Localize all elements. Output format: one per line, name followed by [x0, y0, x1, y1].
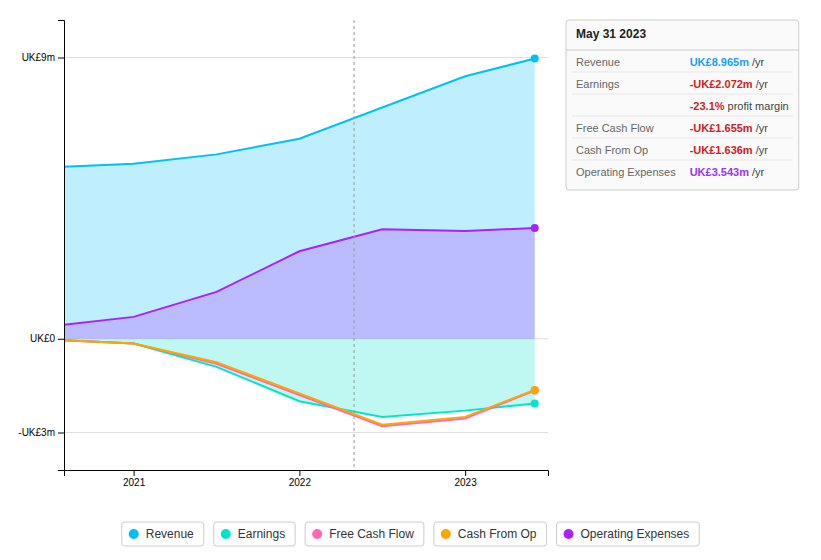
info-label: Cash From Op — [576, 144, 648, 156]
y-tick: UK£0 — [30, 333, 64, 344]
info-suffix: /yr — [753, 122, 769, 134]
chart: -UK£3m UK£0 UK£9m 2021 2022 2023 May 31 2023 Re… — [0, 0, 821, 560]
x-tick-label: 2021 — [123, 477, 146, 488]
legend: Revenue Earnings Free Cash Flow Cash From O… — [122, 522, 700, 546]
line — [64, 340, 535, 426]
legend-marker — [441, 529, 451, 539]
grid-line — [64, 432, 548, 433]
x-tick-mark — [299, 470, 300, 476]
x-tick-mark — [465, 470, 466, 476]
legend-label: Earnings — [238, 527, 285, 541]
line — [64, 59, 535, 167]
legend-item: Revenue — [122, 522, 204, 546]
x-tick: 2021 — [123, 470, 146, 488]
legend-label: Revenue — [146, 527, 194, 541]
info-separator — [572, 72, 793, 73]
vertical-line — [354, 20, 355, 470]
x-tick-mark — [134, 470, 135, 476]
info-separator — [572, 94, 793, 95]
y-tick-label: UK£9m — [22, 52, 55, 63]
x-tick: 2022 — [289, 470, 312, 488]
y-tick-mark — [58, 339, 64, 340]
area — [64, 339, 535, 417]
info-suffix: /yr — [749, 56, 765, 68]
legend-marker — [221, 529, 231, 539]
y-tick-label: UK£0 — [30, 333, 55, 344]
info-label: Revenue — [576, 56, 620, 68]
line — [64, 228, 535, 325]
info-value: -23.1% — [690, 100, 725, 112]
info-suffix: /yr — [753, 144, 769, 156]
y-tick-mark — [58, 433, 64, 434]
legend-frame — [214, 522, 295, 546]
end-dot — [531, 386, 539, 394]
y-tick: -UK£3m — [18, 427, 64, 438]
legend-label: Cash From Op — [458, 527, 537, 541]
end-dot — [531, 400, 539, 408]
info-label: Earnings — [576, 78, 620, 90]
marks — [64, 20, 539, 470]
end-dot — [531, 386, 539, 394]
x-axis: 2021 2022 2023 — [65, 470, 549, 488]
legend-frame — [434, 522, 547, 546]
legend-label: Operating Expenses — [581, 527, 690, 541]
line — [64, 340, 535, 417]
info-separator — [572, 116, 793, 117]
info-label: Free Cash Flow — [576, 122, 654, 134]
y-tick: UK£9m — [22, 52, 64, 63]
x-axis-line — [65, 471, 549, 477]
y-tick-mark — [58, 58, 64, 59]
end-dot — [531, 55, 539, 63]
y-axis-line — [58, 21, 65, 471]
info-box-frame — [566, 20, 799, 190]
info-value: UK£3.543m — [690, 166, 750, 178]
x-tick-label: 2022 — [289, 477, 312, 488]
info-box: May 31 2023 Revenue Earnings Free Cash Flow… — [566, 20, 799, 190]
area — [64, 228, 535, 339]
grid-line — [64, 57, 548, 58]
x-tick: 2023 — [454, 470, 477, 488]
grid — [64, 58, 548, 433]
info-value: -UK£1.636m — [690, 144, 753, 156]
info-title-separator — [566, 50, 799, 51]
info-value: -UK£2.072m — [690, 78, 753, 90]
info-value: -UK£1.655m — [690, 122, 753, 134]
legend-frame — [122, 522, 204, 546]
info-title: May 31 2023 — [576, 27, 646, 41]
legend-marker — [564, 529, 574, 539]
area — [64, 59, 535, 339]
legend-label: Free Cash Flow — [329, 527, 414, 541]
x-tick-label: 2023 — [454, 477, 477, 488]
end-dot — [531, 224, 539, 232]
legend-frame — [557, 522, 700, 546]
info-separator — [572, 160, 793, 161]
info-value: UK£8.965m — [690, 56, 750, 68]
legend-marker — [312, 529, 322, 539]
info-label: Operating Expenses — [576, 166, 676, 178]
info-suffix: /yr — [749, 166, 765, 178]
info-suffix: /yr — [753, 78, 769, 90]
legend-item: Earnings — [214, 522, 295, 546]
legend-item: Cash From Op — [434, 522, 547, 546]
legend-item: Operating Expenses — [557, 522, 700, 546]
line — [64, 340, 535, 424]
legend-marker — [129, 529, 139, 539]
y-tick-label: -UK£3m — [18, 427, 55, 438]
legend-frame — [305, 522, 424, 546]
legend-item: Free Cash Flow — [305, 522, 424, 546]
info-separator — [572, 138, 793, 139]
y-axis: -UK£3m UK£0 UK£9m — [18, 21, 64, 471]
info-suffix: profit margin — [725, 100, 789, 112]
